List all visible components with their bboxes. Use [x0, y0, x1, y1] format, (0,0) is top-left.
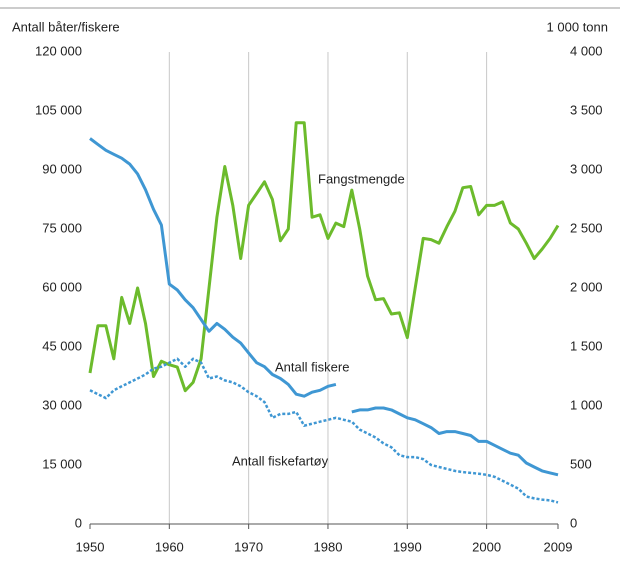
series-line — [89, 357, 559, 504]
y-tick-label: 75 000 — [42, 220, 82, 235]
y-axis-label: Antall båter/fiskere — [12, 19, 120, 34]
series-label: Fangstmengde — [318, 171, 405, 186]
y-tick-label: 105 000 — [35, 102, 82, 117]
y-tick-label: 90 000 — [42, 161, 82, 176]
x-tick-label: 2000 — [472, 539, 501, 554]
y2-tick-label: 2 000 — [570, 279, 603, 294]
y-tick-label: 0 — [75, 515, 82, 530]
x-tick-label: 1950 — [76, 539, 105, 554]
x-tick-label: 1980 — [314, 539, 343, 554]
y2-tick-label: 3 000 — [570, 161, 603, 176]
series-line — [89, 137, 559, 477]
y-tick-label: 120 000 — [35, 43, 82, 58]
x-tick-label: 1970 — [234, 539, 263, 554]
y-tick-label: 15 000 — [42, 456, 82, 471]
y2-tick-label: 1 000 — [570, 397, 603, 412]
y2-tick-label: 4 000 — [570, 43, 603, 58]
y2-tick-label: 1 500 — [570, 338, 603, 353]
y2-axis-label: 1 000 tonn — [547, 19, 608, 34]
y2-tick-label: 3 500 — [570, 102, 603, 117]
series-label: Antall fiskefartøy — [232, 453, 329, 468]
x-tick-label: 1960 — [155, 539, 184, 554]
x-tick-label: 1990 — [393, 539, 422, 554]
y-tick-label: 30 000 — [42, 397, 82, 412]
series-label: Antall fiskere — [275, 359, 349, 374]
y-tick-label: 60 000 — [42, 279, 82, 294]
x-tick-label: 2009 — [544, 539, 573, 554]
y-tick-label: 45 000 — [42, 338, 82, 353]
y2-tick-label: 500 — [570, 456, 592, 471]
y2-tick-label: 0 — [570, 515, 577, 530]
y2-tick-label: 2 500 — [570, 220, 603, 235]
series-line — [88, 121, 560, 393]
